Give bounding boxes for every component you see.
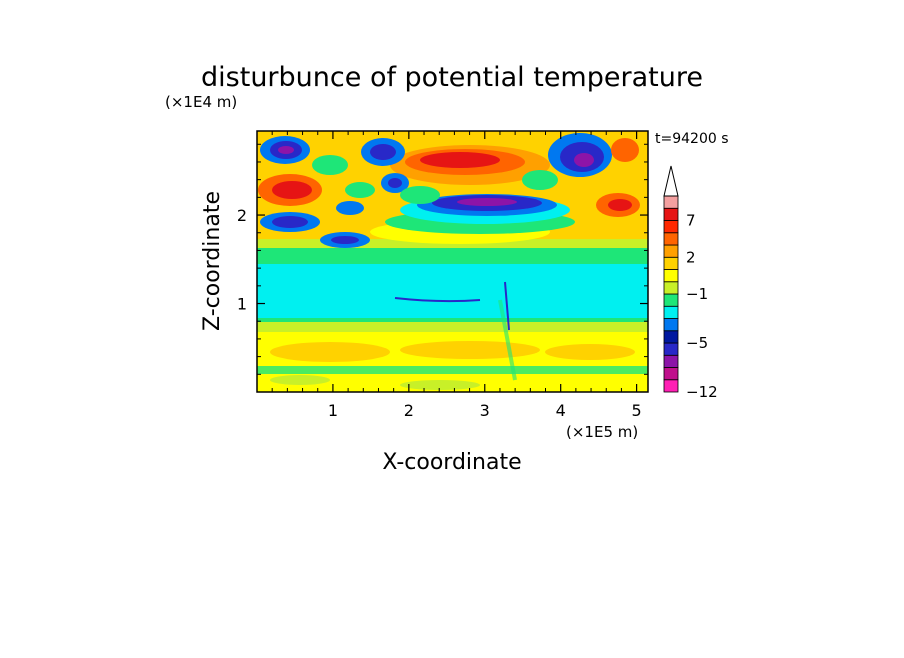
colorbar-tick-label: 2 xyxy=(686,248,696,266)
colorbar-swatch xyxy=(663,293,679,307)
colorbar-tick-label: −12 xyxy=(686,383,718,401)
x-axis: 1 2 3 4 5 xyxy=(271,131,642,420)
colorbar-swatch xyxy=(663,269,679,283)
y-axis: 12 xyxy=(237,143,648,375)
x-axis-label: X-coordinate xyxy=(382,450,521,475)
colorbar: 7 2 −1 −5 −12 xyxy=(663,165,718,401)
colorbar-swatch xyxy=(663,305,679,319)
colorbar-swatch xyxy=(663,354,679,368)
colorbar-swatch xyxy=(663,281,679,295)
plot-frame xyxy=(256,130,649,393)
colorbar-swatch xyxy=(663,379,679,393)
time-label: t=94200 s xyxy=(655,131,729,147)
contour-field xyxy=(257,131,648,392)
colorbar-swatch xyxy=(663,330,679,344)
y-axis-label: Z-coordinate xyxy=(200,191,225,331)
colorbar-swatch xyxy=(663,207,679,221)
colorbar-tick-label: −5 xyxy=(686,334,708,352)
colorbar-swatch xyxy=(663,220,679,234)
y-tick-label: 2 xyxy=(237,206,247,225)
x-unit-label: (×1E5 m) xyxy=(566,423,638,441)
x-tick-label: 1 xyxy=(328,401,338,420)
y-tick-label: 1 xyxy=(237,295,247,314)
x-tick-label: 4 xyxy=(556,401,566,420)
x-tick-label: 3 xyxy=(480,401,490,420)
x-tick-label: 5 xyxy=(632,401,642,420)
colorbar-swatch xyxy=(663,342,679,356)
colorbar-swatch xyxy=(663,232,679,246)
colorbar-swatch xyxy=(663,244,679,258)
colorbar-tick-label: −1 xyxy=(686,285,708,303)
y-unit-label: (×1E4 m) xyxy=(165,93,237,111)
colorbar-swatch xyxy=(663,256,679,270)
colorbar-tick-label: 7 xyxy=(686,212,696,230)
colorbar-swatch xyxy=(663,195,679,209)
x-tick-label: 2 xyxy=(404,401,414,420)
colorbar-swatch xyxy=(663,367,679,381)
chart-title: disturbunce of potential temperature xyxy=(201,62,703,93)
colorbar-extend-arrow xyxy=(663,165,679,197)
colorbar-swatch xyxy=(663,318,679,332)
